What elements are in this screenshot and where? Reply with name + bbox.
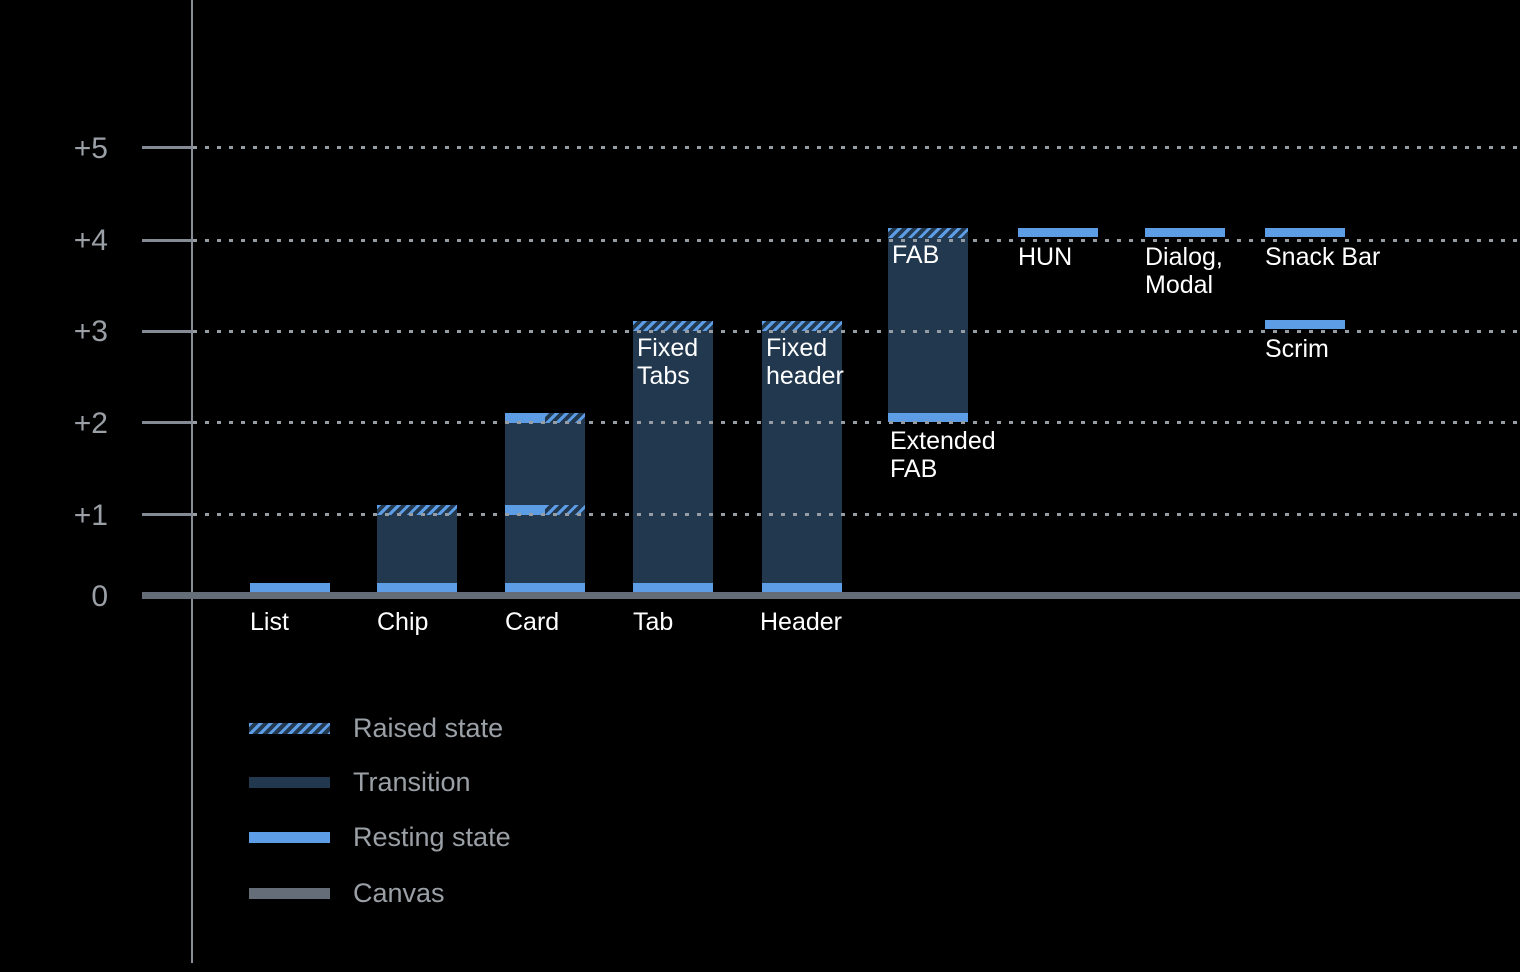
bar-tab-raised [633, 321, 713, 331]
bar-card-resting [505, 583, 585, 592]
legend-swatch-transition [249, 777, 330, 788]
category-label-list: List [250, 608, 289, 636]
y-tick-1 [142, 513, 193, 516]
canvas-baseline [142, 592, 1520, 599]
legend-swatch-canvas [249, 888, 330, 899]
bar-header-raised [762, 321, 842, 331]
y-tick-5 [142, 146, 193, 149]
bar-card-raised-plus2 [545, 413, 585, 423]
label-dialog-modal: Dialog, Modal [1145, 243, 1223, 299]
bar-dialog-modal-resting [1145, 228, 1225, 237]
bar-tab-transition [633, 331, 713, 583]
label-hun: HUN [1018, 243, 1073, 271]
y-tick-label-4: +4 [73, 224, 108, 257]
gridline-1 [193, 513, 1520, 516]
bar-header-resting [762, 583, 842, 592]
gridline-4 [193, 239, 1520, 242]
y-tick-label-1: +1 [73, 499, 108, 532]
y-tick-label-5: +5 [73, 132, 108, 165]
y-tick-2 [142, 421, 193, 424]
y-tick-4 [142, 239, 193, 242]
bar-card-transition-lower [505, 515, 585, 583]
y-tick-label-2: +2 [73, 407, 108, 440]
gridline-2 [193, 421, 1520, 424]
bar-tab-resting [633, 583, 713, 592]
gridline-5 [193, 146, 1520, 149]
bar-header-inner-label: Fixed header [766, 334, 844, 390]
bar-card-raised-plus1 [545, 505, 585, 515]
bar-tab-inner-label: Fixed Tabs [637, 334, 699, 390]
label-snack-bar: Snack Bar [1265, 243, 1381, 271]
bar-card-transition-upper [505, 423, 585, 505]
legend-label-canvas: Canvas [353, 878, 445, 908]
legend-label-resting-state: Resting state [353, 822, 511, 852]
bar-list-resting [250, 583, 330, 592]
bar-chip-resting [377, 583, 457, 592]
gridline-3 [193, 330, 1520, 333]
legend-swatch-raised-state [249, 723, 330, 734]
bar-hun-resting [1018, 228, 1098, 237]
legend-label-transition: Transition [353, 767, 471, 797]
y-tick-label-0: 0 [91, 580, 108, 613]
legend-label-raised-state: Raised state [353, 713, 504, 743]
legend-swatch-resting-state [249, 832, 330, 843]
label-scrim: Scrim [1265, 335, 1329, 363]
bar-chip-raised [377, 505, 457, 515]
category-label-tab: Tab [633, 608, 674, 636]
bar-chip-transition [377, 515, 457, 583]
y-tick-3 [142, 330, 193, 333]
bar-scrim-resting [1265, 320, 1345, 329]
bar-card-resting-plus1 [505, 505, 545, 515]
bar-header-transition [762, 331, 842, 583]
category-label-header: Header [760, 608, 842, 636]
label-extended-fab: Extended FAB [890, 427, 996, 483]
bar-card-resting-plus2 [505, 413, 545, 423]
bar-extended-fab-inner-label: FAB [892, 241, 940, 269]
bar-extended-fab-resting [888, 413, 968, 422]
y-tick-label-3: +3 [73, 315, 108, 348]
category-label-card: Card [505, 608, 560, 636]
bar-extended-fab-transition [888, 238, 968, 413]
bar-snack-bar-resting [1265, 228, 1345, 237]
category-label-chip: Chip [377, 608, 429, 636]
bar-extended-fab-raised [888, 228, 968, 238]
y-axis-line [191, 0, 193, 963]
